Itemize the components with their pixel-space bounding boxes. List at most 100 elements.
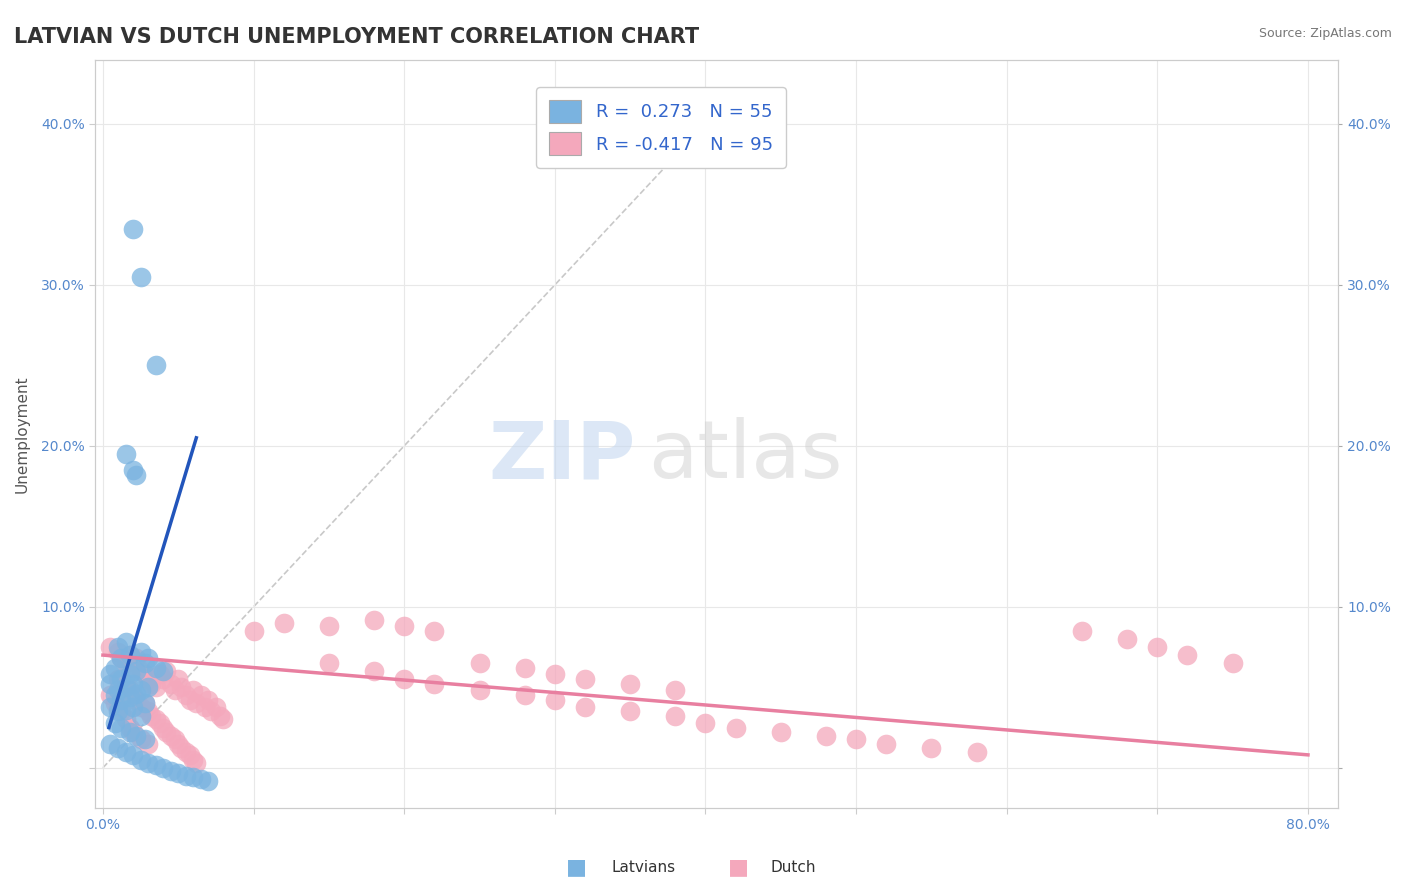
Point (129, 683, 152, 698)
Point (167, 765, 190, 780)
Point (118, 667, 141, 681)
Point (114, 745, 136, 759)
Text: ■: ■ (728, 857, 748, 877)
Point (174, 689, 197, 703)
Point (122, 725, 145, 739)
Point (107, 705, 129, 719)
Point (107, 741, 129, 756)
Point (814, 729, 837, 743)
Point (392, 619, 415, 633)
Y-axis label: Unemployment: Unemployment (15, 375, 30, 492)
Point (664, 683, 686, 698)
Point (159, 677, 181, 691)
Point (363, 613, 385, 627)
Point (100, 689, 122, 703)
Point (194, 699, 217, 714)
Point (174, 769, 197, 783)
Point (136, 737, 159, 751)
Point (114, 713, 136, 727)
Point (145, 757, 167, 772)
Point (845, 731, 868, 746)
Point (920, 741, 942, 756)
Point (318, 619, 340, 633)
Point (186, 756, 208, 770)
Point (179, 693, 201, 707)
Point (145, 680, 167, 694)
Point (136, 651, 159, 665)
Point (107, 645, 129, 659)
Point (152, 664, 174, 678)
Point (122, 747, 145, 762)
Point (114, 703, 136, 717)
Point (174, 745, 197, 759)
Point (129, 269, 152, 284)
Point (134, 697, 156, 711)
Point (190, 689, 212, 703)
Point (544, 667, 567, 681)
Point (114, 656, 136, 670)
Point (181, 683, 204, 698)
Point (125, 651, 148, 665)
Point (966, 745, 988, 759)
Point (129, 753, 152, 767)
Point (122, 463, 145, 477)
Point (468, 683, 491, 698)
Point (1222, 656, 1244, 670)
Point (1071, 624, 1094, 638)
Point (1116, 632, 1139, 646)
Point (468, 656, 491, 670)
Point (125, 467, 148, 482)
Point (129, 645, 152, 659)
Point (619, 677, 641, 691)
Point (100, 640, 122, 654)
Point (152, 672, 174, 686)
Point (104, 715, 127, 730)
Point (392, 672, 415, 686)
Point (769, 725, 792, 739)
Point (110, 705, 132, 719)
Text: Dutch: Dutch (770, 860, 815, 874)
Point (110, 672, 132, 686)
Point (118, 648, 141, 662)
Point (110, 651, 132, 665)
Point (134, 731, 156, 746)
Point (107, 699, 129, 714)
Point (100, 737, 122, 751)
Point (129, 699, 152, 714)
Point (152, 761, 174, 775)
Point (118, 721, 141, 735)
Point (100, 699, 122, 714)
Point (513, 661, 536, 675)
Point (875, 737, 897, 751)
Point (574, 672, 596, 686)
Point (205, 699, 228, 714)
Point (114, 680, 136, 694)
Point (724, 721, 747, 735)
Point (197, 693, 219, 707)
Point (145, 359, 167, 373)
Point (129, 664, 152, 678)
Point (134, 656, 156, 670)
Point (125, 664, 148, 678)
Point (104, 661, 127, 675)
Point (110, 693, 132, 707)
Point (165, 683, 187, 698)
Point (170, 741, 193, 756)
Point (209, 709, 232, 723)
Point (136, 672, 159, 686)
Point (122, 661, 145, 675)
Point (134, 667, 156, 681)
Point (181, 753, 204, 767)
Text: LATVIAN VS DUTCH UNEMPLOYMENT CORRELATION CHART: LATVIAN VS DUTCH UNEMPLOYMENT CORRELATIO… (14, 27, 699, 46)
Point (136, 705, 159, 719)
Point (114, 447, 136, 461)
Point (273, 615, 295, 630)
Point (155, 725, 177, 739)
Point (122, 677, 145, 691)
Point (110, 721, 132, 735)
Point (544, 693, 567, 707)
Point (149, 667, 172, 681)
Point (136, 756, 159, 770)
Text: ■: ■ (567, 857, 586, 877)
Point (104, 697, 127, 711)
